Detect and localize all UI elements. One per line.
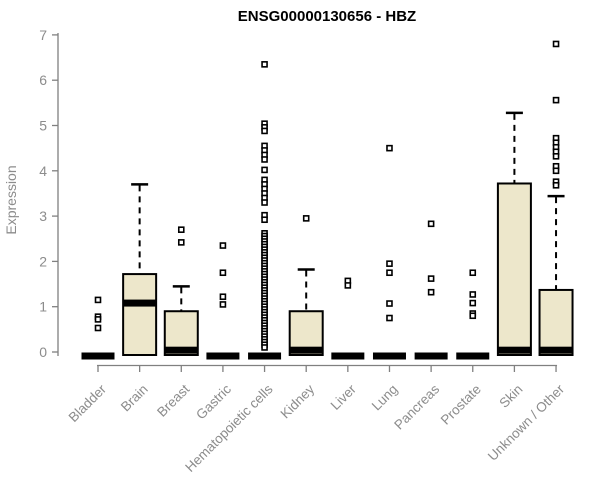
outlier-point xyxy=(552,96,560,104)
outlier-point xyxy=(261,199,268,206)
outlier-point xyxy=(94,316,102,323)
boxplot-brain xyxy=(122,183,158,357)
outlier-point xyxy=(177,239,185,246)
boxplot-bladder xyxy=(81,296,115,360)
x-tick-label: Lung xyxy=(369,382,401,414)
y-axis-label: Expression xyxy=(3,165,19,234)
outlier-point xyxy=(469,299,477,307)
x-tick-label: Liver xyxy=(328,381,360,413)
outlier-point xyxy=(177,226,185,233)
y-tick-label: 3 xyxy=(39,208,47,224)
y-tick-label: 5 xyxy=(39,118,47,134)
outlier-point xyxy=(469,291,477,298)
collapsed-box xyxy=(456,352,490,360)
boxplot-gastric xyxy=(206,242,240,360)
y-tick-label: 7 xyxy=(39,27,47,43)
x-tick-label: Brain xyxy=(118,382,151,415)
outlier-point xyxy=(552,181,560,189)
outlier-point xyxy=(427,288,435,296)
median-line xyxy=(123,299,157,307)
outlier-point xyxy=(261,156,268,163)
collapsed-box xyxy=(372,352,406,360)
boxplot-skin xyxy=(496,111,532,356)
outlier-point xyxy=(261,61,268,68)
outlier-point xyxy=(427,220,435,228)
x-tick-label: Bladder xyxy=(66,381,110,425)
outlier-point xyxy=(302,215,310,222)
outlier-point xyxy=(261,166,268,174)
median-line xyxy=(164,346,198,354)
y-tick-label: 0 xyxy=(39,344,47,360)
outlier-point xyxy=(552,153,560,160)
y-tick-label: 1 xyxy=(39,299,47,315)
x-tick-label: Skin xyxy=(496,382,525,411)
outlier-point xyxy=(94,296,102,304)
box xyxy=(496,182,532,356)
outlier-point xyxy=(219,269,227,277)
collapsed-box xyxy=(248,352,282,360)
boxplot-breast xyxy=(163,226,199,357)
collapsed-box xyxy=(331,352,365,360)
x-tick-label: Kidney xyxy=(278,381,318,421)
outlier-point xyxy=(386,314,393,322)
outlier-point xyxy=(469,269,477,277)
median-line xyxy=(497,346,531,354)
outlier-point xyxy=(219,242,227,249)
box xyxy=(538,288,574,356)
x-tick-label: Prostate xyxy=(438,382,484,428)
boxplot-kidney xyxy=(288,215,324,357)
median-line xyxy=(539,346,573,354)
outlier-point xyxy=(261,216,268,224)
boxplot-pancreas xyxy=(414,220,448,360)
outlier-point xyxy=(386,300,393,307)
outlier-point xyxy=(427,275,435,282)
outlier-point xyxy=(552,167,560,175)
x-tick-label: Gastric xyxy=(193,381,234,422)
boxplot-hematopoietic-cells xyxy=(248,61,282,360)
outlier-point xyxy=(386,144,393,152)
x-tick-label: Breast xyxy=(154,381,192,419)
outlier-point xyxy=(469,312,477,320)
chart-title: ENSG00000130656 - HBZ xyxy=(238,8,416,25)
boxplot-lung xyxy=(372,144,406,360)
outlier-point xyxy=(219,293,227,301)
outlier-point xyxy=(219,301,227,308)
x-tick-label: Unknown / Other xyxy=(485,381,568,464)
outlier-point xyxy=(261,344,268,351)
y-tick-label: 6 xyxy=(39,72,47,88)
median-line xyxy=(289,346,323,354)
outlier-point xyxy=(261,127,268,135)
collapsed-box xyxy=(206,352,240,360)
outlier-point xyxy=(386,269,393,277)
outlier-point xyxy=(94,324,102,332)
y-tick-label: 2 xyxy=(39,253,47,269)
boxplot-prostate xyxy=(456,269,490,360)
collapsed-box xyxy=(81,352,115,360)
collapsed-box xyxy=(414,352,448,360)
x-tick-label: Pancreas xyxy=(391,381,442,432)
outlier-point xyxy=(386,260,393,267)
box-series xyxy=(81,40,574,360)
y-tick-label: 4 xyxy=(39,163,47,179)
outlier-point xyxy=(552,40,560,48)
boxplot-unknown-other xyxy=(538,40,574,356)
outlier-point xyxy=(344,282,352,289)
box xyxy=(122,273,158,357)
boxplot-liver xyxy=(331,277,365,360)
